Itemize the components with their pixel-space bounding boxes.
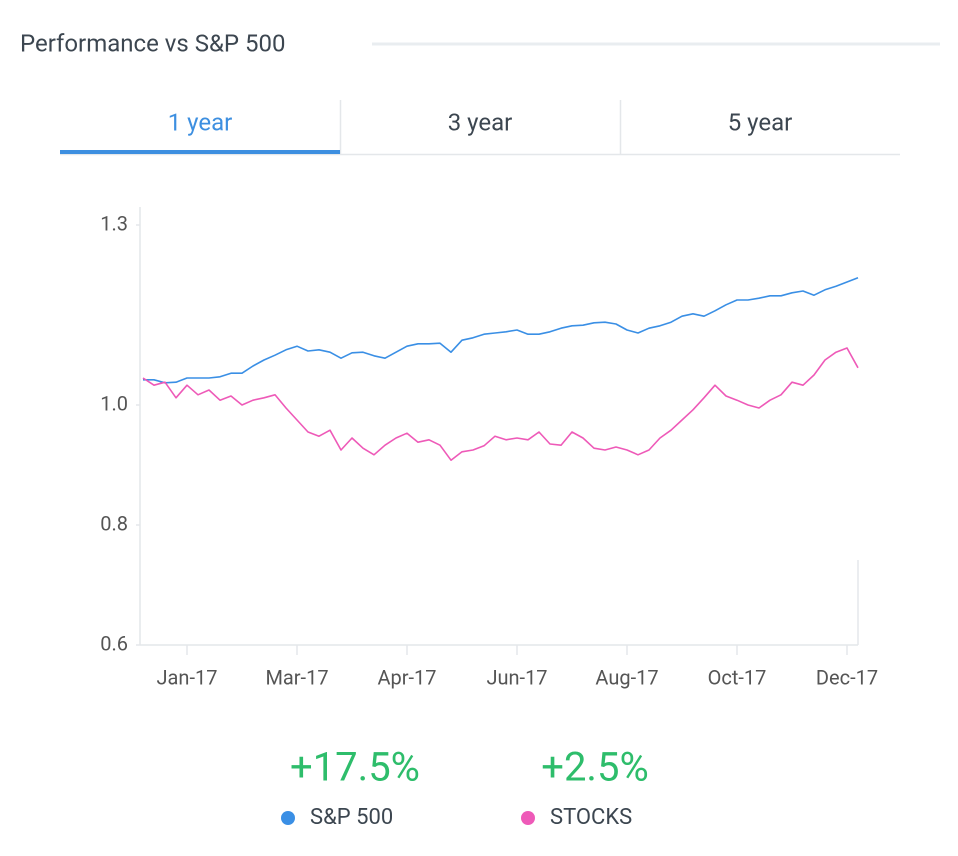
y-tick-label: 1.0 bbox=[100, 391, 128, 415]
y-tick-label: 1.3 bbox=[100, 211, 128, 235]
x-tick-label: Apr-17 bbox=[377, 665, 436, 689]
widget-title: Performance vs S&P 500 bbox=[20, 29, 286, 57]
legend-dot bbox=[521, 811, 535, 825]
legend-label: S&P 500 bbox=[310, 805, 393, 830]
x-tick-label: Jun-17 bbox=[486, 665, 547, 689]
total-return: +2.5% bbox=[541, 744, 649, 791]
active-tab-indicator bbox=[60, 150, 340, 154]
series-line bbox=[142, 347, 859, 461]
x-tick-label: Oct-17 bbox=[708, 665, 767, 689]
tab[interactable]: 3 year bbox=[448, 108, 513, 136]
tab[interactable]: 1 year bbox=[168, 108, 233, 136]
total-return: +17.5% bbox=[290, 744, 420, 791]
legend-label: STOCKS bbox=[550, 805, 632, 830]
tab[interactable]: 5 year bbox=[728, 108, 793, 136]
legend-dot bbox=[281, 811, 295, 825]
x-tick-label: Dec-17 bbox=[816, 665, 878, 689]
x-tick-label: Aug-17 bbox=[595, 665, 658, 689]
y-tick-label: 0.6 bbox=[100, 631, 128, 655]
y-tick-label: 0.8 bbox=[100, 511, 128, 535]
plot bbox=[142, 277, 859, 461]
series-line bbox=[143, 277, 859, 384]
x-tick-label: Mar-17 bbox=[265, 665, 328, 689]
x-tick-label: Jan-17 bbox=[157, 665, 218, 689]
